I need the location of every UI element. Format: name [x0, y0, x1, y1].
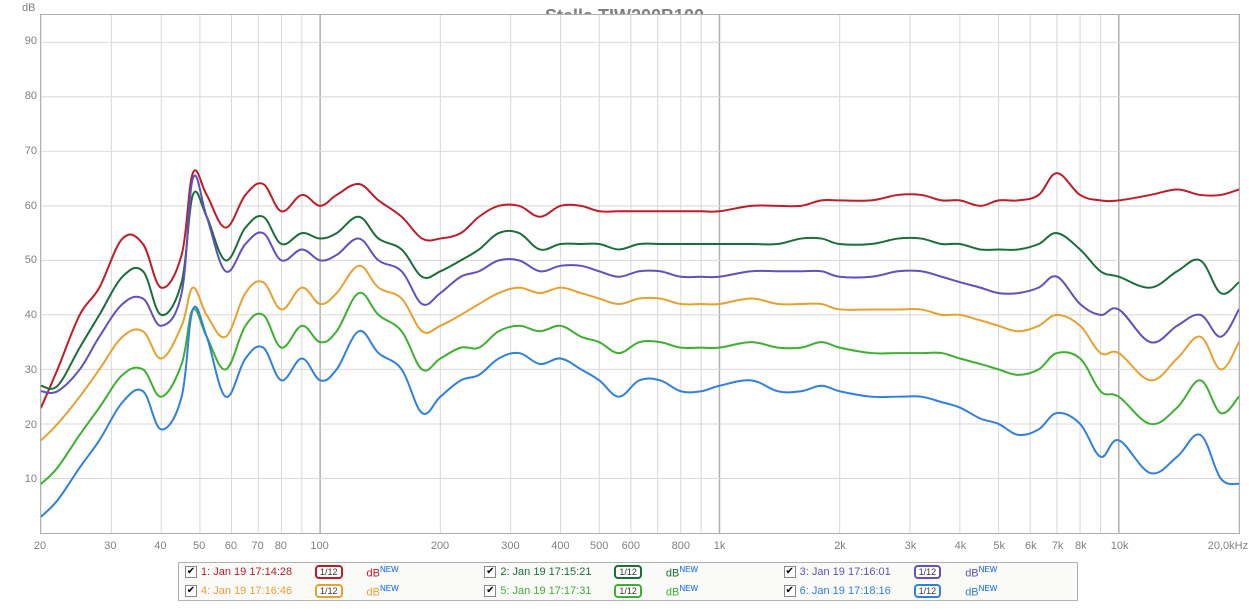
smoothing-badge[interactable]: 1/12: [914, 565, 942, 579]
legend-unit: dBNEW: [367, 584, 399, 599]
y-tick-label: 70: [7, 145, 37, 157]
legend-unit: dBNEW: [666, 584, 698, 599]
legend-unit: dBNEW: [965, 565, 997, 580]
x-tick-label: 80: [275, 540, 287, 552]
x-tick-label: 40: [154, 540, 166, 552]
x-tick-label: 20: [34, 540, 46, 552]
x-tick-label: 10k: [1111, 540, 1129, 552]
chart-container: dB Stella TIW200B100 102030405060708090 …: [0, 0, 1249, 612]
x-tick-label: 400: [551, 540, 569, 552]
legend-unit: dBNEW: [965, 584, 997, 599]
y-tick-label: 60: [7, 200, 37, 212]
x-tick-label: 800: [672, 540, 690, 552]
x-tick-label: 6k: [1025, 540, 1037, 552]
x-tick-label: 8k: [1075, 540, 1087, 552]
legend-checkbox[interactable]: ✔: [484, 585, 496, 597]
x-tick-label: 60: [225, 540, 237, 552]
x-tick-label: 300: [501, 540, 519, 552]
legend-item-2: ✔ 2: Jan 19 17:15:21 1/12 dBNEW: [478, 563, 777, 582]
legend-label: 6: Jan 19 17:18:16: [800, 585, 910, 597]
y-tick-label: 90: [7, 35, 37, 47]
x-tick-label: 20,0kHz: [1208, 540, 1248, 552]
legend-label: 4: Jan 19 17:16:46: [201, 585, 311, 597]
smoothing-badge[interactable]: 1/12: [315, 565, 343, 579]
x-tick-label: 2k: [834, 540, 846, 552]
series-line-3: [41, 175, 1239, 393]
legend-checkbox[interactable]: ✔: [784, 585, 796, 597]
x-tick-label: 100: [310, 540, 328, 552]
x-tick-label: 5k: [993, 540, 1005, 552]
legend-label: 3: Jan 19 17:16:01: [800, 566, 910, 578]
y-axis-unit: dB: [22, 2, 35, 14]
series-line-2: [41, 192, 1239, 389]
legend-checkbox[interactable]: ✔: [484, 566, 496, 578]
series-line-6: [41, 307, 1239, 517]
series-line-1: [41, 170, 1239, 407]
y-tick-label: 30: [7, 364, 37, 376]
legend-item-3: ✔ 3: Jan 19 17:16:01 1/12 dBNEW: [778, 563, 1077, 582]
x-tick-label: 200: [431, 540, 449, 552]
legend-checkbox[interactable]: ✔: [784, 566, 796, 578]
x-tick-label: 30: [104, 540, 116, 552]
plot-area: [40, 14, 1240, 534]
x-tick-label: 600: [622, 540, 640, 552]
smoothing-badge[interactable]: 1/12: [914, 584, 942, 598]
y-tick-label: 10: [7, 473, 37, 485]
legend-label: 1: Jan 19 17:14:28: [201, 566, 311, 578]
legend-checkbox[interactable]: ✔: [185, 566, 197, 578]
x-tick-label: 500: [590, 540, 608, 552]
legend-item-4: ✔ 4: Jan 19 17:16:46 1/12 dBNEW: [179, 582, 478, 601]
x-tick-label: 7k: [1052, 540, 1064, 552]
x-tick-label: 4k: [955, 540, 967, 552]
x-tick-label: 1k: [714, 540, 726, 552]
legend-item-1: ✔ 1: Jan 19 17:14:28 1/12 dBNEW: [179, 563, 478, 582]
legend-checkbox[interactable]: ✔: [185, 585, 197, 597]
smoothing-badge[interactable]: 1/12: [614, 584, 642, 598]
legend-item-5: ✔ 5: Jan 19 17:17:31 1/12 dBNEW: [478, 582, 777, 601]
smoothing-badge[interactable]: 1/12: [315, 584, 343, 598]
legend-label: 2: Jan 19 17:15:21: [500, 566, 610, 578]
y-tick-label: 80: [7, 90, 37, 102]
x-tick-label: 50: [193, 540, 205, 552]
legend-item-6: ✔ 6: Jan 19 17:18:16 1/12 dBNEW: [778, 582, 1077, 601]
legend: ✔ 1: Jan 19 17:14:28 1/12 dBNEW ✔ 2: Jan…: [178, 562, 1078, 601]
legend-unit: dBNEW: [666, 565, 698, 580]
x-tick-label: 70: [252, 540, 264, 552]
y-tick-label: 40: [7, 309, 37, 321]
y-tick-label: 20: [7, 419, 37, 431]
legend-label: 5: Jan 19 17:17:31: [500, 585, 610, 597]
y-tick-label: 50: [7, 254, 37, 266]
legend-unit: dBNEW: [367, 565, 399, 580]
x-tick-label: 3k: [905, 540, 917, 552]
smoothing-badge[interactable]: 1/12: [614, 565, 642, 579]
series-svg: [41, 15, 1239, 533]
